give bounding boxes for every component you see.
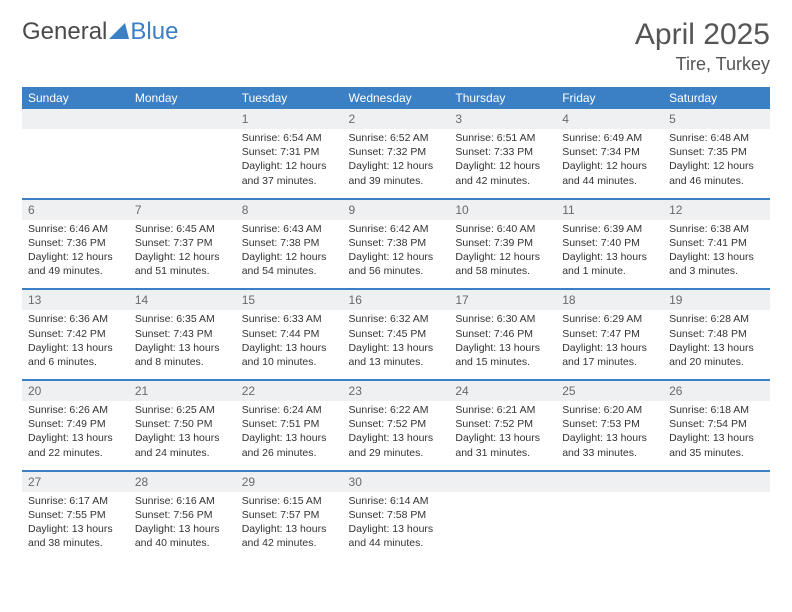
day-number-cell: 15	[236, 289, 343, 310]
day-content-cell: Sunrise: 6:43 AMSunset: 7:38 PMDaylight:…	[236, 220, 343, 290]
day-number-cell: 30	[343, 471, 450, 492]
day-number-row: 20212223242526	[22, 380, 770, 401]
day-content-cell: Sunrise: 6:48 AMSunset: 7:35 PMDaylight:…	[663, 129, 770, 199]
day-number-cell: 14	[129, 289, 236, 310]
title-block: April 2025 Tire, Turkey	[635, 18, 770, 75]
day-number-row: 12345	[22, 109, 770, 129]
day-number-cell: 28	[129, 471, 236, 492]
day-content-row: Sunrise: 6:36 AMSunset: 7:42 PMDaylight:…	[22, 310, 770, 380]
day-number-cell: 17	[449, 289, 556, 310]
calendar-table: SundayMondayTuesdayWednesdayThursdayFrid…	[22, 87, 770, 560]
day-number-cell: 3	[449, 109, 556, 129]
day-content-row: Sunrise: 6:46 AMSunset: 7:36 PMDaylight:…	[22, 220, 770, 290]
day-content-cell: Sunrise: 6:54 AMSunset: 7:31 PMDaylight:…	[236, 129, 343, 199]
weekday-header: Thursday	[449, 87, 556, 109]
day-number-cell: 19	[663, 289, 770, 310]
day-content-row: Sunrise: 6:17 AMSunset: 7:55 PMDaylight:…	[22, 492, 770, 561]
weekday-header: Sunday	[22, 87, 129, 109]
day-content-cell: Sunrise: 6:33 AMSunset: 7:44 PMDaylight:…	[236, 310, 343, 380]
day-number-cell: 26	[663, 380, 770, 401]
day-number-cell: 5	[663, 109, 770, 129]
day-content-cell: Sunrise: 6:25 AMSunset: 7:50 PMDaylight:…	[129, 401, 236, 471]
day-content-cell: Sunrise: 6:40 AMSunset: 7:39 PMDaylight:…	[449, 220, 556, 290]
weekday-header: Monday	[129, 87, 236, 109]
day-content-cell: Sunrise: 6:24 AMSunset: 7:51 PMDaylight:…	[236, 401, 343, 471]
day-number-cell	[449, 471, 556, 492]
day-number-cell	[556, 471, 663, 492]
day-content-cell: Sunrise: 6:49 AMSunset: 7:34 PMDaylight:…	[556, 129, 663, 199]
day-content-cell: Sunrise: 6:18 AMSunset: 7:54 PMDaylight:…	[663, 401, 770, 471]
day-content-cell: Sunrise: 6:22 AMSunset: 7:52 PMDaylight:…	[343, 401, 450, 471]
day-content-cell: Sunrise: 6:30 AMSunset: 7:46 PMDaylight:…	[449, 310, 556, 380]
day-number-cell: 27	[22, 471, 129, 492]
day-number-cell: 10	[449, 199, 556, 220]
day-number-row: 27282930	[22, 471, 770, 492]
day-number-cell: 6	[22, 199, 129, 220]
day-content-cell: Sunrise: 6:16 AMSunset: 7:56 PMDaylight:…	[129, 492, 236, 561]
day-content-cell	[22, 129, 129, 199]
day-content-cell: Sunrise: 6:26 AMSunset: 7:49 PMDaylight:…	[22, 401, 129, 471]
day-number-cell: 16	[343, 289, 450, 310]
day-number-cell: 11	[556, 199, 663, 220]
location-label: Tire, Turkey	[635, 54, 770, 75]
day-number-row: 13141516171819	[22, 289, 770, 310]
weekday-header: Friday	[556, 87, 663, 109]
day-number-row: 6789101112	[22, 199, 770, 220]
day-number-cell	[663, 471, 770, 492]
day-number-cell: 20	[22, 380, 129, 401]
day-number-cell: 18	[556, 289, 663, 310]
day-content-cell: Sunrise: 6:38 AMSunset: 7:41 PMDaylight:…	[663, 220, 770, 290]
day-content-cell: Sunrise: 6:21 AMSunset: 7:52 PMDaylight:…	[449, 401, 556, 471]
day-content-cell	[449, 492, 556, 561]
day-content-cell: Sunrise: 6:39 AMSunset: 7:40 PMDaylight:…	[556, 220, 663, 290]
day-number-cell: 2	[343, 109, 450, 129]
day-content-cell: Sunrise: 6:46 AMSunset: 7:36 PMDaylight:…	[22, 220, 129, 290]
day-content-cell: Sunrise: 6:32 AMSunset: 7:45 PMDaylight:…	[343, 310, 450, 380]
day-number-cell	[22, 109, 129, 129]
day-number-cell	[129, 109, 236, 129]
weekday-header-row: SundayMondayTuesdayWednesdayThursdayFrid…	[22, 87, 770, 109]
day-content-cell: Sunrise: 6:28 AMSunset: 7:48 PMDaylight:…	[663, 310, 770, 380]
day-content-cell: Sunrise: 6:29 AMSunset: 7:47 PMDaylight:…	[556, 310, 663, 380]
weekday-header: Wednesday	[343, 87, 450, 109]
day-number-cell: 1	[236, 109, 343, 129]
day-content-cell: Sunrise: 6:36 AMSunset: 7:42 PMDaylight:…	[22, 310, 129, 380]
day-content-cell	[556, 492, 663, 561]
day-content-cell: Sunrise: 6:20 AMSunset: 7:53 PMDaylight:…	[556, 401, 663, 471]
logo: General Blue	[22, 18, 178, 46]
weekday-header: Tuesday	[236, 87, 343, 109]
logo-triangle-icon	[109, 18, 129, 46]
day-content-cell: Sunrise: 6:17 AMSunset: 7:55 PMDaylight:…	[22, 492, 129, 561]
day-number-cell: 4	[556, 109, 663, 129]
logo-text-general: General	[22, 18, 107, 46]
day-content-cell: Sunrise: 6:51 AMSunset: 7:33 PMDaylight:…	[449, 129, 556, 199]
day-content-cell: Sunrise: 6:42 AMSunset: 7:38 PMDaylight:…	[343, 220, 450, 290]
day-content-cell	[663, 492, 770, 561]
day-content-cell: Sunrise: 6:14 AMSunset: 7:58 PMDaylight:…	[343, 492, 450, 561]
day-content-cell	[129, 129, 236, 199]
day-content-cell: Sunrise: 6:45 AMSunset: 7:37 PMDaylight:…	[129, 220, 236, 290]
day-number-cell: 25	[556, 380, 663, 401]
weekday-header: Saturday	[663, 87, 770, 109]
day-number-cell: 22	[236, 380, 343, 401]
day-number-cell: 29	[236, 471, 343, 492]
day-content-cell: Sunrise: 6:15 AMSunset: 7:57 PMDaylight:…	[236, 492, 343, 561]
day-number-cell: 13	[22, 289, 129, 310]
day-number-cell: 21	[129, 380, 236, 401]
day-number-cell: 23	[343, 380, 450, 401]
day-content-cell: Sunrise: 6:35 AMSunset: 7:43 PMDaylight:…	[129, 310, 236, 380]
day-content-row: Sunrise: 6:26 AMSunset: 7:49 PMDaylight:…	[22, 401, 770, 471]
day-number-cell: 24	[449, 380, 556, 401]
day-number-cell: 9	[343, 199, 450, 220]
page-title: April 2025	[635, 18, 770, 52]
day-number-cell: 7	[129, 199, 236, 220]
header: General Blue April 2025 Tire, Turkey	[22, 18, 770, 75]
logo-text-blue: Blue	[130, 18, 178, 46]
day-content-cell: Sunrise: 6:52 AMSunset: 7:32 PMDaylight:…	[343, 129, 450, 199]
day-number-cell: 8	[236, 199, 343, 220]
day-content-row: Sunrise: 6:54 AMSunset: 7:31 PMDaylight:…	[22, 129, 770, 199]
day-number-cell: 12	[663, 199, 770, 220]
